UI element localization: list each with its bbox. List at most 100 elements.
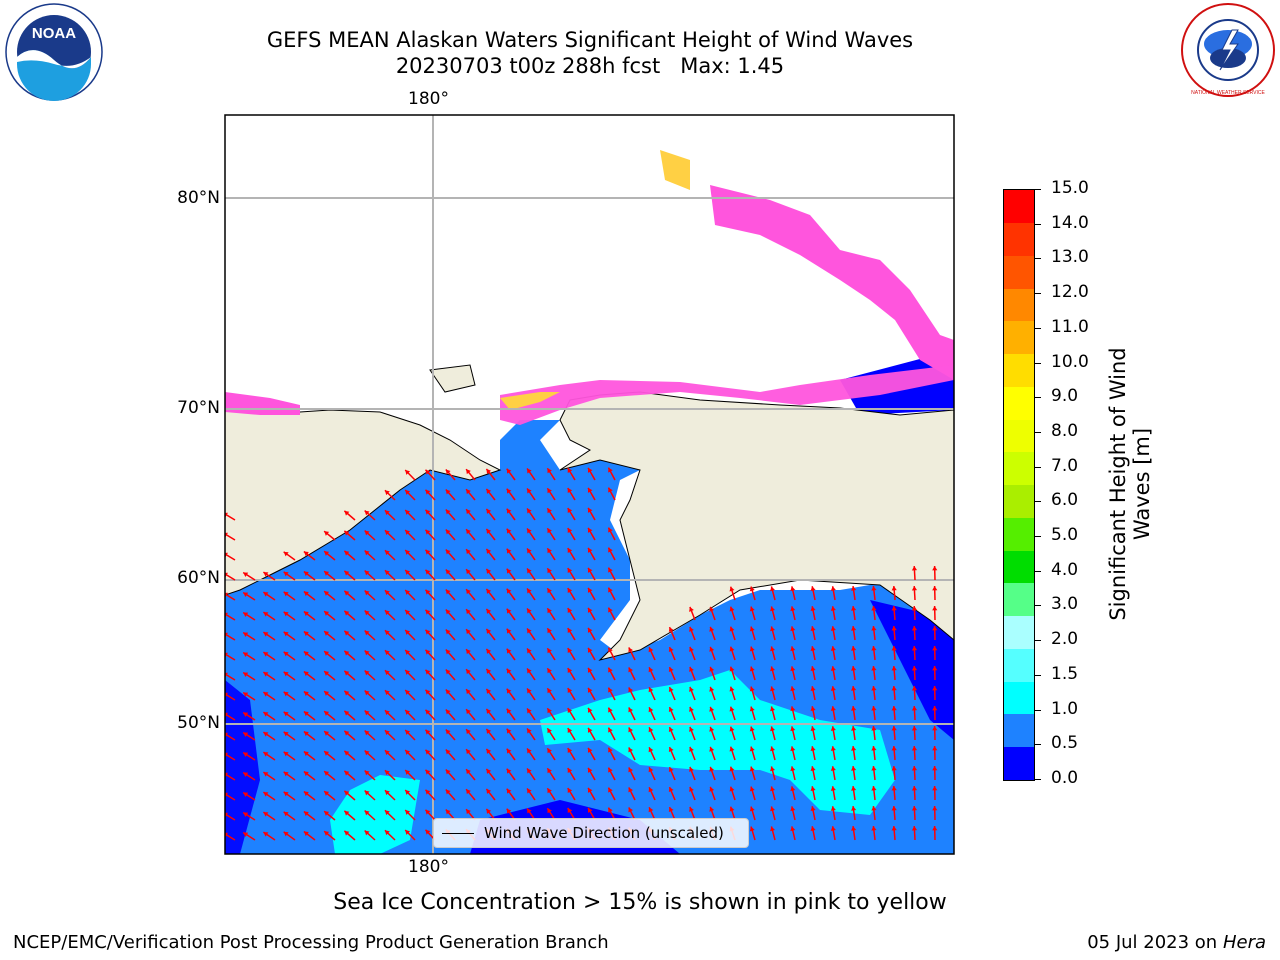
colorbar-ticks: 15.0 14.0 13.0 12.0 11.0 10.0 9.0 8.0 7.0 6.0 5.0 4… xyxy=(1035,178,1105,788)
wave-direction-arrowhead xyxy=(283,791,289,797)
wave-direction-arrowhead xyxy=(425,489,431,495)
wave-direction-arrow xyxy=(225,533,236,541)
colorbar-segment xyxy=(1004,648,1034,682)
wave-direction-arrowhead xyxy=(547,728,552,734)
wave-direction-arrowhead xyxy=(749,666,755,672)
wave-direction-arrowhead xyxy=(344,790,350,796)
wave-direction-arrowhead xyxy=(243,712,249,717)
wave-direction-arrowhead xyxy=(668,767,674,773)
wave-direction-arrowhead xyxy=(283,831,289,837)
wave-direction-arrowhead xyxy=(506,788,512,794)
colorbar-segment xyxy=(1004,288,1034,322)
wave-direction-arrowhead xyxy=(871,786,877,791)
wave-direction-arrowhead xyxy=(466,649,471,655)
wave-direction-arrowhead xyxy=(851,586,857,591)
land-chukotka-siberia xyxy=(225,404,502,596)
wave-direction-arrowhead xyxy=(729,766,735,772)
wave-direction-arrowhead xyxy=(364,510,370,516)
colorbar-tick-mark xyxy=(1035,327,1041,329)
wave-direction-arrowhead xyxy=(911,786,918,791)
wave-direction-arrowhead xyxy=(709,786,715,792)
wave-direction-arrowhead xyxy=(668,707,674,713)
wave-direction-arrowhead xyxy=(364,690,370,696)
wave-direction-arrowhead xyxy=(324,651,330,656)
wave-direction-arrowhead xyxy=(527,808,532,814)
colorbar-tick-label: 1.0 xyxy=(1051,698,1079,719)
wave-direction-arrowhead xyxy=(547,748,552,754)
wave-direction-arrowhead xyxy=(567,608,573,614)
wave-direction-arrowhead xyxy=(932,766,938,771)
colorbar-tick-label: 8.0 xyxy=(1051,420,1079,441)
wave-direction-arrowhead xyxy=(911,606,918,611)
wave-direction-arrowhead xyxy=(384,750,390,756)
wave-direction-arrowhead xyxy=(790,806,796,812)
wave-direction-arrowhead xyxy=(486,788,492,794)
wave-direction-arrowhead xyxy=(527,668,532,674)
wave-direction-arrowhead xyxy=(851,726,857,731)
wave-direction-arrowhead xyxy=(486,468,492,474)
wave-direction-arrow xyxy=(225,673,236,681)
wave-direction-arrowhead xyxy=(243,752,249,757)
wave-direction-arrowhead xyxy=(689,726,694,732)
wave-direction-arrowhead xyxy=(344,810,350,816)
wave-direction-arrowhead xyxy=(810,586,816,591)
wave-direction-arrowhead xyxy=(527,788,532,794)
wave-direction-arrowhead xyxy=(445,769,451,775)
wave-direction-arrowhead xyxy=(668,807,674,813)
colorbar-segment xyxy=(1004,255,1034,289)
legend-label: Wind Wave Direction (unscaled) xyxy=(484,824,724,842)
wave-direction-arrowhead xyxy=(608,807,613,813)
wave-direction-arrowhead xyxy=(628,667,634,673)
wave-direction-arrow xyxy=(225,713,236,721)
wave-direction-arrowhead xyxy=(364,730,370,736)
wave-direction-arrowhead xyxy=(668,727,674,733)
wave-direction-arrowhead xyxy=(384,510,390,516)
wave-direction-arrowhead xyxy=(263,712,269,717)
wave-direction-arrowhead xyxy=(567,648,573,654)
wave-direction-arrowhead xyxy=(891,666,897,671)
wave-direction-arrowhead xyxy=(364,630,370,636)
wave-direction-arrowhead xyxy=(709,706,715,712)
wave-direction-arrowhead xyxy=(527,708,532,714)
wave-direction-arrowhead xyxy=(587,727,593,733)
wave-direction-arrowhead xyxy=(648,707,654,713)
wave-direction-arrowhead xyxy=(486,768,492,774)
wave-direction-arrowhead xyxy=(283,651,289,657)
colorbar-tick-mark xyxy=(1035,570,1041,572)
wave-direction-arrowhead xyxy=(445,489,451,495)
wave-direction-arrowhead xyxy=(243,612,249,617)
wave-direction-arrowhead xyxy=(830,766,836,771)
wave-direction-arrowhead xyxy=(810,806,816,811)
wave-direction-arrowhead xyxy=(466,549,471,555)
wave-direction-arrowhead xyxy=(303,691,309,697)
wave-direction-arrowhead xyxy=(486,508,492,514)
wave-direction-arrowhead xyxy=(932,586,938,591)
wave-direction-arrowhead xyxy=(790,606,796,612)
wave-direction-arrowhead xyxy=(303,551,309,557)
wave-direction-arrowhead xyxy=(830,586,836,591)
wave-direction-arrowhead xyxy=(466,609,471,615)
wave-direction-arrowhead xyxy=(364,670,370,676)
wave-direction-arrowhead xyxy=(384,810,390,816)
wave-direction-arrowhead xyxy=(445,709,451,715)
wave-direction-arrowhead xyxy=(405,569,411,575)
wave-direction-arrowhead xyxy=(425,569,431,575)
wave-direction-arrowhead xyxy=(851,666,857,671)
wave-direction-arrowhead xyxy=(749,726,755,732)
wave-direction-arrowhead xyxy=(283,811,289,817)
wave-direction-arrowhead xyxy=(749,706,755,712)
wave-direction-arrowhead xyxy=(709,686,715,692)
wave-direction-arrowhead xyxy=(608,527,613,533)
wave-direction-arrowhead xyxy=(932,746,938,751)
wave-direction-arrowhead xyxy=(749,626,755,632)
wave-direction-arrowhead xyxy=(749,646,755,652)
wave-direction-arrowhead xyxy=(506,808,512,814)
wave-direction-arrowhead xyxy=(830,626,836,631)
wave-direction-arrowhead xyxy=(851,626,857,631)
wave-direction-arrowhead xyxy=(567,548,573,554)
wave-direction-arrowhead xyxy=(810,746,816,751)
wave-direction-arrowhead xyxy=(405,549,411,555)
wave-direction-arrowhead xyxy=(527,468,532,474)
wave-direction-arrow xyxy=(225,753,236,761)
wave-direction-arrowhead xyxy=(709,806,715,812)
